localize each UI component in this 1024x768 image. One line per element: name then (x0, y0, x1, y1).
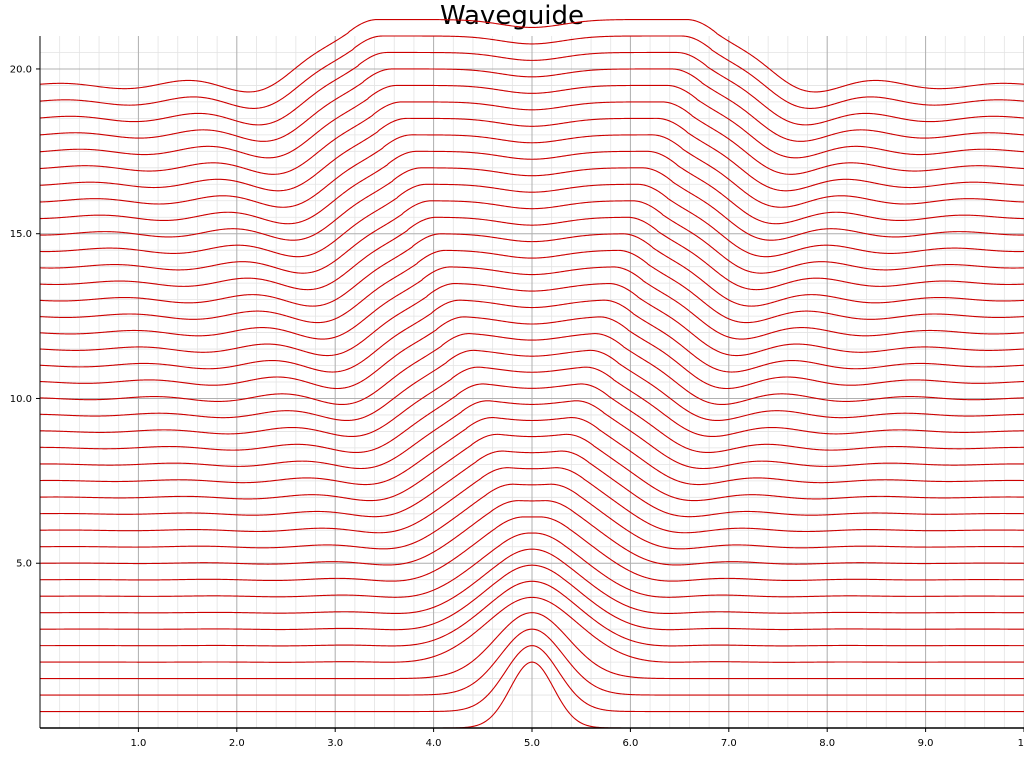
series-line-21 (39, 316, 1024, 390)
series-line-37 (39, 51, 1024, 126)
series-line-25 (39, 249, 1024, 324)
x-tick-label: 5.0 (524, 738, 540, 749)
series-line-15 (40, 417, 1024, 486)
series-line-1 (40, 645, 1024, 713)
series-line-20 (39, 333, 1024, 406)
series-line-27 (39, 216, 1024, 291)
series-line-3 (40, 612, 1024, 680)
series-line-29 (39, 183, 1024, 258)
series-line-30 (40, 167, 1024, 241)
x-tick-label: 10 (1018, 738, 1024, 749)
series-line-17 (40, 383, 1024, 454)
series-line-38 (39, 35, 1024, 109)
series-line-2 (40, 628, 1024, 696)
series-line-8 (39, 532, 1024, 598)
series-line-11 (39, 483, 1024, 550)
x-tick-label: 6.0 (622, 738, 638, 749)
series-line-5 (40, 580, 1024, 647)
x-tick-label: 1.0 (130, 738, 146, 749)
x-tick-label: 8.0 (819, 738, 835, 749)
x-tick-label: 4.0 (426, 738, 442, 749)
series-line-18 (39, 366, 1024, 438)
series-line-4 (39, 596, 1024, 663)
series-line-34 (39, 101, 1024, 175)
series-line-6 (40, 564, 1024, 631)
series-line-19 (39, 349, 1024, 422)
series-line-16 (39, 400, 1024, 470)
x-tick-label: 2.0 (229, 738, 245, 749)
y-tick-label: 5.0 (16, 559, 32, 570)
x-tick-label: 7.0 (721, 738, 737, 749)
series-line-31 (39, 150, 1024, 225)
series-line-33 (39, 117, 1024, 192)
x-tick-label: 9.0 (918, 738, 934, 749)
series-line-28 (39, 200, 1024, 274)
y-tick-label: 20.0 (10, 64, 32, 75)
series-line-7 (39, 548, 1024, 615)
series-line-9 (40, 516, 1024, 582)
series-line-26 (39, 233, 1024, 307)
series-line-10 (40, 500, 1024, 566)
y-tick-label: 15.0 (10, 229, 32, 240)
series-line-24 (39, 266, 1024, 340)
series-line-32 (39, 134, 1024, 208)
x-tick-label: 3.0 (327, 738, 343, 749)
series-line-23 (39, 282, 1024, 357)
series-line-12 (39, 467, 1024, 534)
series-line-39 (39, 18, 1024, 93)
series-line-13 (39, 450, 1024, 518)
series-line-36 (39, 68, 1024, 142)
y-tick-label: 10.0 (10, 394, 32, 405)
series-line-14 (39, 433, 1024, 502)
series-line-22 (39, 299, 1024, 373)
series-line-35 (39, 84, 1024, 159)
